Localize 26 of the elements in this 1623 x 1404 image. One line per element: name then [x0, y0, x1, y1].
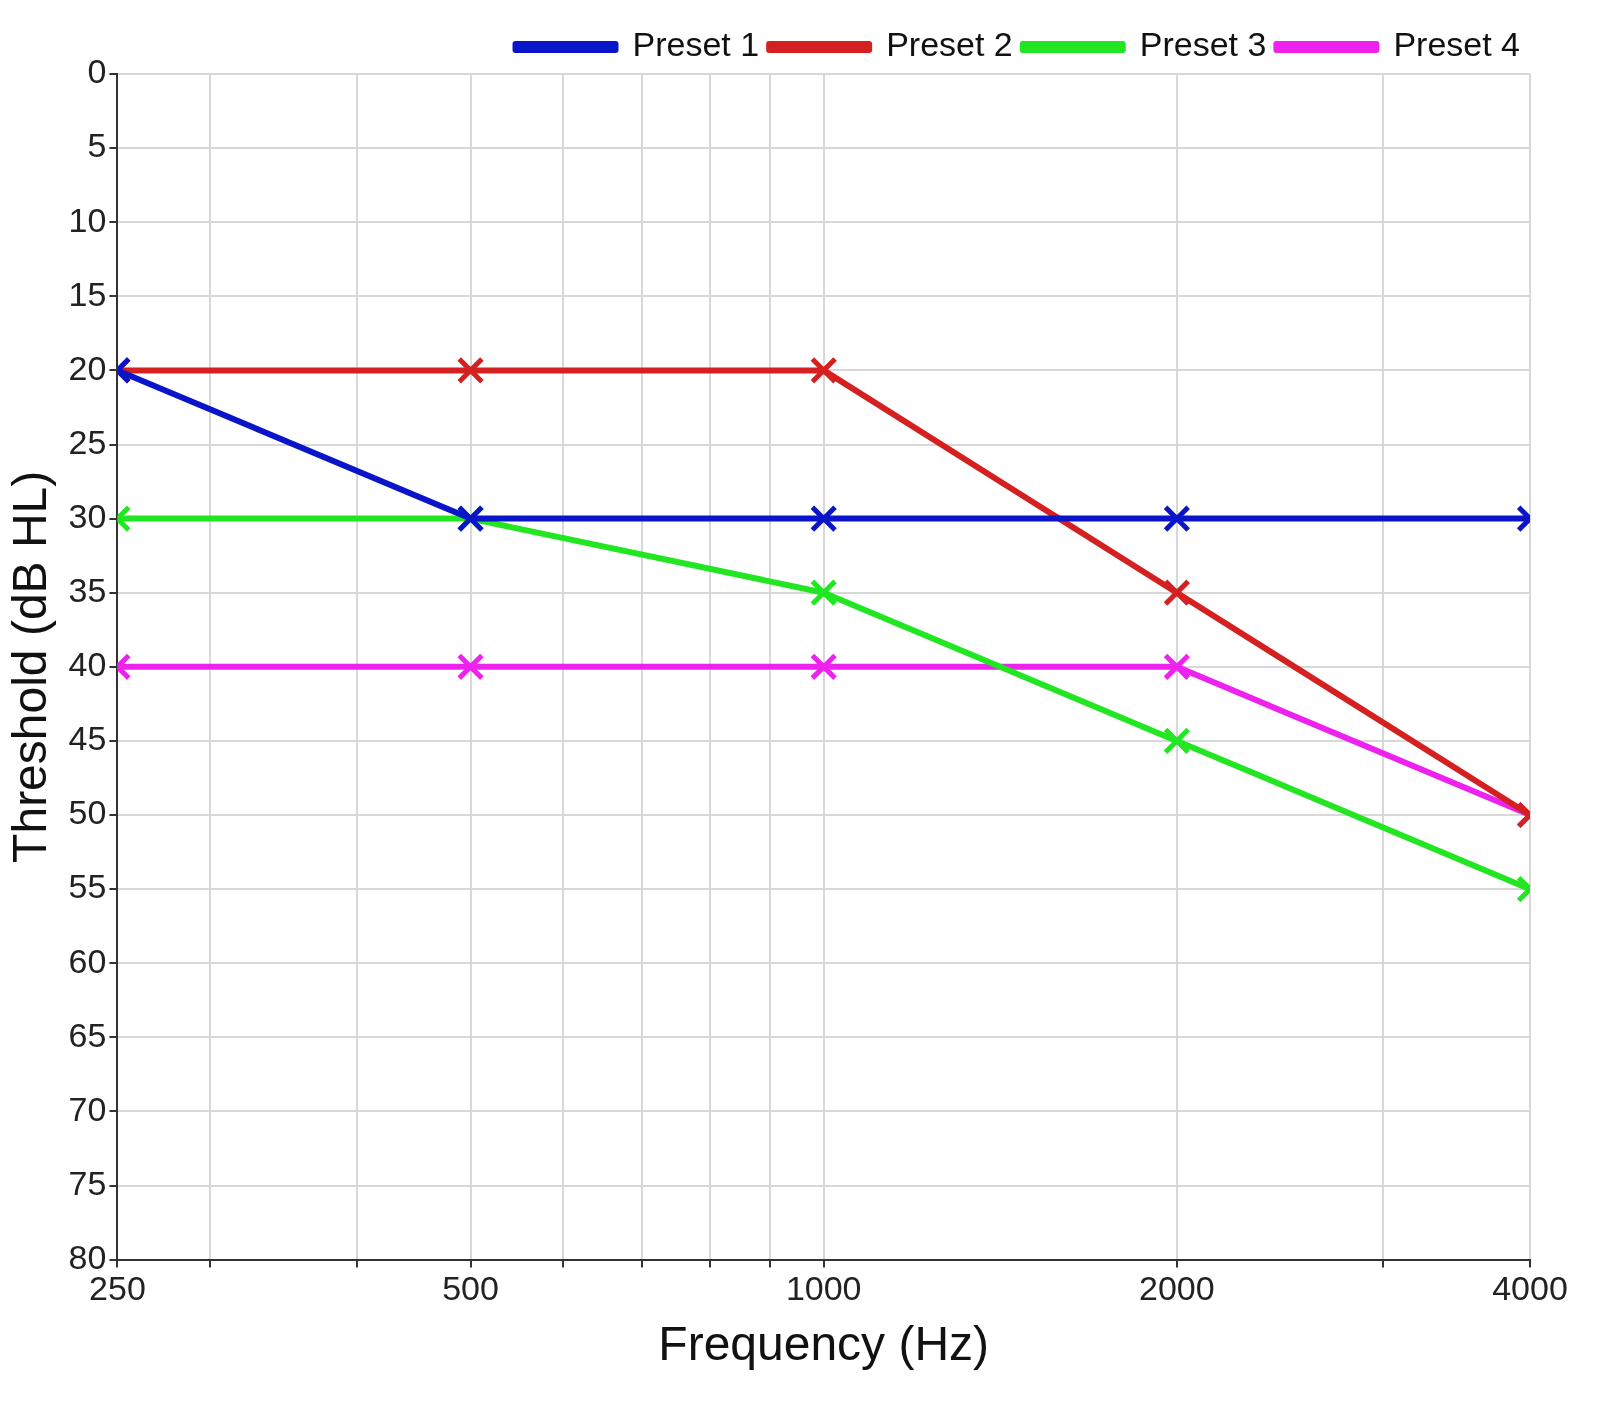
y-tick-label: 55: [68, 867, 107, 906]
x-axis-title: Frequency (Hz): [658, 1317, 990, 1371]
y-tick-label: 10: [68, 200, 107, 239]
legend-label: Preset 3: [1139, 25, 1267, 64]
y-tick-label: 5: [87, 126, 107, 165]
y-tick-label: 60: [68, 941, 107, 980]
legend-label: Preset 4: [1393, 25, 1520, 64]
x-tick-label: 500: [442, 1269, 499, 1308]
y-tick-label: 50: [68, 793, 107, 832]
x-tick-label: 4000: [1492, 1269, 1568, 1308]
y-tick-label: 75: [68, 1163, 107, 1202]
y-tick-label: 65: [68, 1015, 107, 1054]
y-tick-label: 15: [68, 274, 107, 313]
y-tick-label: 30: [68, 496, 107, 535]
y-axis-title: Threshold (dB HL): [3, 470, 57, 863]
legend-label: Preset 1: [632, 25, 760, 64]
y-tick-label: 70: [68, 1089, 107, 1128]
legend-label: Preset 2: [886, 25, 1013, 64]
y-tick-label: 25: [68, 422, 107, 461]
x-tick-label: 2000: [1139, 1269, 1215, 1308]
y-tick-label: 20: [68, 348, 107, 387]
y-tick-label: 0: [87, 52, 107, 91]
y-tick-label: 45: [68, 719, 107, 758]
y-tick-label: 40: [68, 645, 107, 684]
x-tick-label: 1000: [785, 1269, 862, 1308]
y-tick-label: 35: [68, 571, 107, 610]
